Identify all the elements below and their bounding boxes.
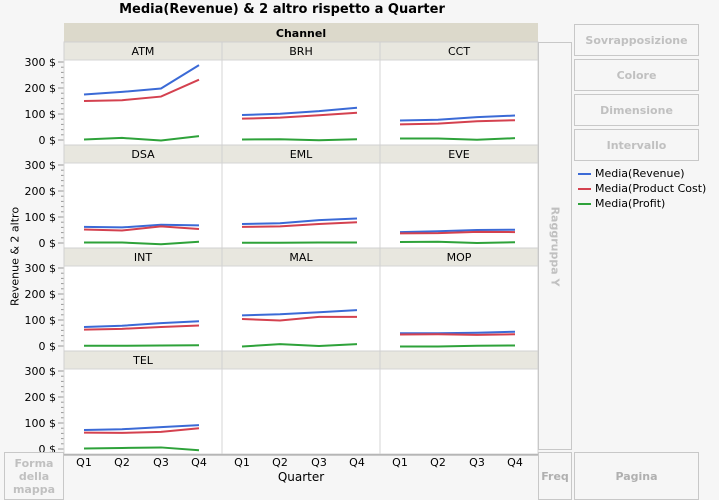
x-tick-label: Q4: [507, 456, 523, 469]
chart-title: Media(Revenue) & 2 altro rispetto a Quar…: [119, 2, 445, 17]
x-tick-label: Q3: [311, 456, 327, 469]
line-revenue-int: [83, 320, 200, 329]
y-tick-label: 200 $: [25, 82, 57, 95]
y-tick-label: 300 $: [25, 56, 57, 69]
x-tick-label: Q1: [234, 456, 250, 469]
group-header-label: Channel: [276, 27, 326, 40]
y-tick-label: 100 $: [25, 417, 57, 430]
group-y-label: Raggruppa Y: [548, 206, 562, 286]
line-revenue-eml: [241, 217, 358, 226]
line-profit-atm: [83, 135, 200, 142]
line-profit-brh: [241, 138, 358, 142]
line-cost-mop: [399, 333, 516, 336]
y-tick-label: 300 $: [25, 159, 57, 172]
line-revenue-cct: [399, 114, 516, 122]
line-cost-cct: [399, 119, 516, 126]
line-revenue-eve: [399, 228, 516, 234]
x-tick-label: Q1: [76, 456, 92, 469]
group-y-drop-zone[interactable]: Raggruppa Y: [538, 42, 572, 450]
group-header: [64, 23, 538, 42]
y-tick-label: 200 $: [25, 185, 57, 198]
x-axis-label: Quarter: [277, 470, 325, 484]
panel-label-dsa: DSA: [131, 148, 155, 161]
interval-drop-zone[interactable]: Intervallo: [574, 129, 699, 161]
size-drop-zone[interactable]: Dimensione: [574, 94, 699, 126]
y-tick-label: 200 $: [25, 288, 57, 301]
legend-item[interactable]: Media(Product Cost): [578, 181, 706, 196]
line-cost-eml: [241, 221, 358, 228]
x-tick-label: Q3: [153, 456, 169, 469]
legend-label: Media(Profit): [595, 197, 666, 210]
line-revenue-mop: [400, 330, 516, 335]
panel-label-int: INT: [134, 251, 152, 264]
line-revenue-atm: [83, 64, 200, 96]
line-cost-dsa: [83, 225, 200, 232]
line-revenue-tel: [83, 424, 200, 432]
y-tick-label: 0 $: [39, 340, 57, 353]
panel-strip: [379, 350, 539, 370]
line-profit-mal: [241, 343, 358, 348]
legend-swatch: [578, 187, 591, 190]
y-tick-label: 100 $: [25, 314, 57, 327]
color-drop-zone[interactable]: Colore: [574, 59, 699, 91]
x-tick-label: Q3: [469, 456, 485, 469]
legend-label: Media(Revenue): [595, 167, 685, 180]
line-cost-eve: [399, 230, 516, 235]
panel-label-cct: CCT: [448, 45, 470, 58]
panel-row-bg: [64, 163, 538, 248]
y-tick-label: 0 $: [39, 237, 57, 250]
panel-strip: [221, 350, 381, 370]
x-tick-label: Q2: [272, 456, 288, 469]
legend-item[interactable]: Media(Revenue): [578, 166, 706, 181]
freq-drop-zone[interactable]: Freq: [538, 452, 572, 500]
line-revenue-mal: [241, 309, 358, 317]
overlay-drop-zone[interactable]: Sovrapposizione: [574, 24, 699, 56]
line-profit-eve: [399, 240, 516, 245]
panel-label-eve: EVE: [448, 148, 469, 161]
line-cost-tel: [83, 427, 200, 434]
panel-row-bg: [64, 369, 538, 454]
panel-label-brh: BRH: [289, 45, 312, 58]
line-profit-tel: [83, 446, 200, 452]
legend-label: Media(Product Cost): [595, 182, 707, 195]
panel-label-mal: MAL: [289, 251, 313, 264]
page-drop-zone[interactable]: Pagina: [574, 452, 699, 500]
line-profit-mop: [400, 344, 516, 348]
panel-label-mop: MOP: [447, 251, 472, 264]
panel-label-atm: ATM: [132, 45, 155, 58]
x-tick-label: Q2: [430, 456, 446, 469]
line-cost-mal: [241, 315, 357, 322]
line-profit-dsa: [84, 240, 200, 246]
line-revenue-brh: [241, 106, 358, 117]
legend: Media(Revenue) Media(Product Cost) Media(P…: [578, 166, 706, 211]
y-tick-label: 200 $: [25, 391, 57, 404]
line-revenue-dsa: [83, 223, 200, 229]
legend-swatch: [578, 202, 591, 205]
panel-row-bg: [64, 266, 538, 351]
x-tick-label: Q1: [392, 456, 408, 469]
y-tick-label: 100 $: [25, 211, 57, 224]
line-profit-cct: [400, 137, 516, 141]
y-tick-label: 0 $: [39, 134, 57, 147]
panel-label-tel: TEL: [132, 354, 154, 367]
y-tick-label: 300 $: [25, 365, 57, 378]
line-cost-int: [83, 324, 200, 331]
y-tick-label: 300 $: [25, 262, 57, 275]
line-profit-int: [84, 344, 200, 347]
x-tick-label: Q4: [349, 456, 365, 469]
x-tick-label: Q4: [191, 456, 207, 469]
legend-item[interactable]: Media(Profit): [578, 196, 706, 211]
map-shape-drop-zone[interactable]: Forma della mappa: [4, 452, 64, 500]
line-cost-atm: [83, 78, 200, 102]
y-tick-label: 100 $: [25, 108, 57, 121]
x-tick-label: Q2: [114, 456, 130, 469]
panel-row-bg: [64, 60, 538, 145]
legend-swatch: [578, 172, 591, 175]
panel-label-eml: EML: [290, 148, 313, 161]
line-cost-brh: [241, 111, 358, 120]
